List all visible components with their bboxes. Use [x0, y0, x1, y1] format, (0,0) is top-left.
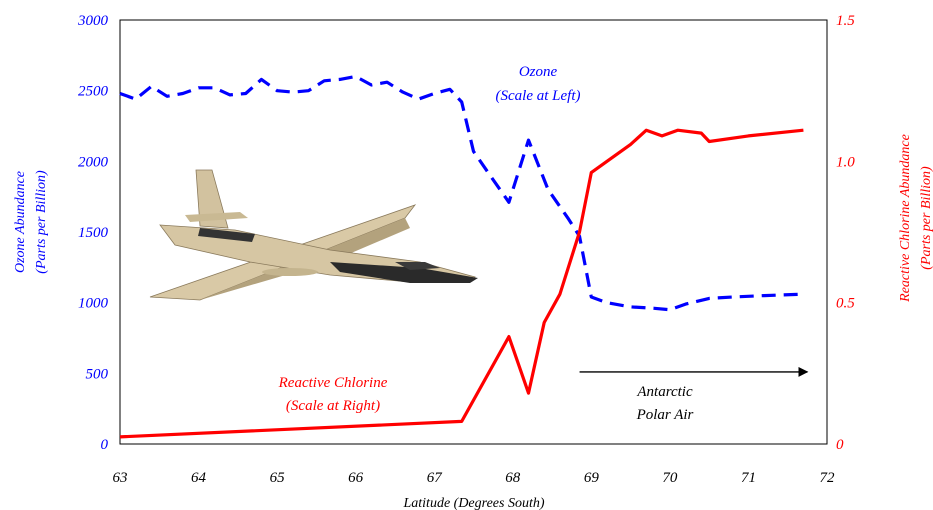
x-tick-label: 68: [505, 470, 521, 486]
left-tick-label: 1000: [78, 296, 109, 312]
right-axis-title: Reactive Chlorine Abundance: [898, 134, 913, 303]
x-axis-title: Latitude (Degrees South): [402, 496, 544, 510]
ozone-annotation: Ozone: [519, 64, 558, 80]
polar-air-annotation: Antarctic: [636, 384, 693, 400]
ozone-series-line: [119, 74, 804, 312]
left-tick-label: 1500: [78, 225, 109, 241]
left-tick-label: 0: [101, 437, 109, 453]
x-tick-label: 69: [584, 470, 600, 486]
x-axis-ticks: 63 64 65 66 67 68 69 70 71 72: [113, 470, 836, 486]
right-axis-ticks: 0 0.5 1.0 1.5: [836, 13, 855, 453]
chlorine-annotation-scale: (Scale at Right): [286, 398, 380, 414]
right-tick-label: 1.5: [836, 13, 855, 29]
chlorine-series-line: [119, 128, 804, 439]
series-layer: [119, 74, 804, 439]
left-tick-label: 3000: [77, 13, 109, 29]
right-tick-label: 0: [836, 437, 844, 453]
left-tick-label: 2500: [78, 84, 109, 100]
x-tick-label: 65: [270, 470, 286, 486]
x-tick-label: 70: [662, 470, 678, 486]
x-tick-label: 64: [191, 470, 207, 486]
right-axis-title-units: (Parts per Billion): [919, 166, 933, 270]
x-tick-label: 66: [348, 470, 364, 486]
plot-area: [119, 19, 828, 445]
right-tick-label: 0.5: [836, 296, 855, 312]
right-tick-label: 1.0: [836, 154, 855, 170]
x-tick-label: 72: [820, 470, 836, 486]
left-axis-ticks: 0 500 1000 1500 2000 2500 3000: [77, 13, 109, 453]
left-tick-label: 500: [86, 366, 109, 382]
chlorine-annotation: Reactive Chlorine: [278, 375, 388, 391]
polar-air-annotation-2: Polar Air: [636, 407, 694, 423]
x-tick-label: 71: [741, 470, 756, 486]
left-axis-title-units: (Parts per Billion): [34, 170, 49, 274]
aircraft-image: [149, 169, 478, 301]
left-axis-title: Ozone Abundance: [13, 171, 28, 273]
left-tick-label: 2000: [78, 154, 109, 170]
x-tick-label: 67: [427, 470, 444, 486]
x-tick-label: 63: [113, 470, 128, 486]
ozone-annotation-scale: (Scale at Left): [496, 88, 581, 104]
